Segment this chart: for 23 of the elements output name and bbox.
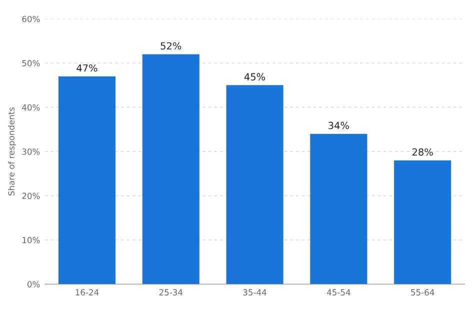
x-tick-label: 16-24 bbox=[76, 289, 99, 296]
text: 34% bbox=[328, 122, 349, 130]
x-tick-label: 55-64 bbox=[411, 289, 434, 296]
y-tick-label: 40% bbox=[22, 104, 40, 111]
text: 47% bbox=[76, 64, 98, 72]
text: 52% bbox=[160, 42, 182, 50]
y-tick-label: 60% bbox=[22, 16, 40, 22]
y-tick-label: 30% bbox=[22, 148, 40, 155]
x-tick-label: 25-34 bbox=[159, 289, 183, 296]
x-tick-label: 35-44 bbox=[243, 289, 266, 296]
bar bbox=[226, 85, 284, 284]
bar bbox=[142, 54, 200, 284]
y-axis-title: Share of respondents bbox=[8, 107, 16, 196]
bar bbox=[394, 160, 452, 284]
y-tick-label: 10% bbox=[22, 236, 40, 244]
y-tick-label: 0% bbox=[28, 281, 40, 288]
bar bbox=[310, 134, 368, 284]
x-tick-label: 45-54 bbox=[326, 289, 350, 296]
text: 45% bbox=[244, 73, 266, 81]
y-tick-label: 20% bbox=[22, 192, 40, 200]
text: 28% bbox=[412, 148, 433, 156]
y-tick-label: 50% bbox=[22, 60, 40, 66]
bar bbox=[58, 76, 116, 284]
